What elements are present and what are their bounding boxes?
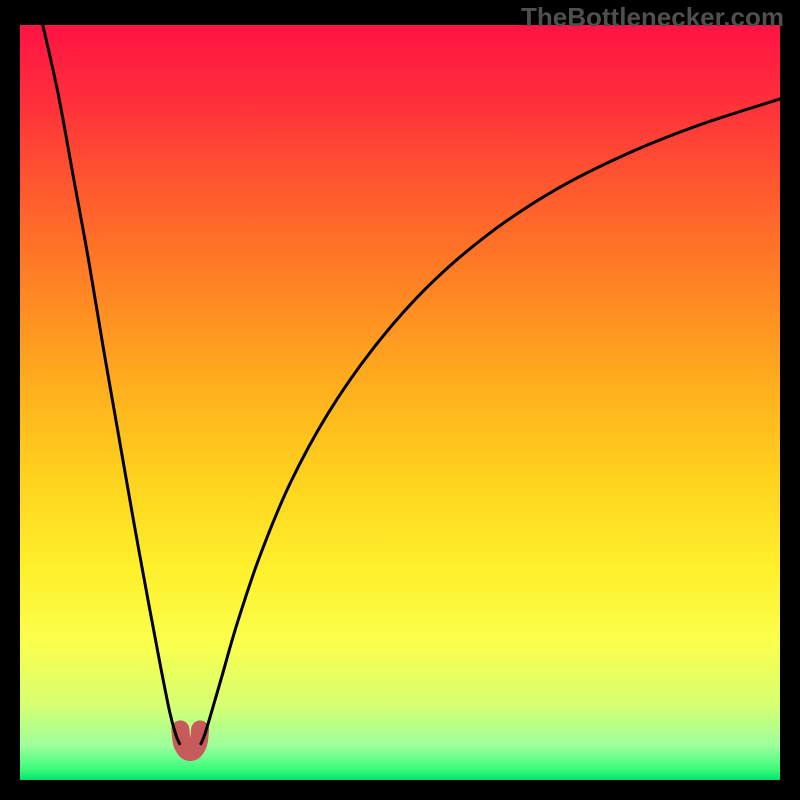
chart-container: TheBottlenecker.com bbox=[0, 0, 800, 800]
bottleneck-chart bbox=[0, 0, 800, 800]
watermark-text: TheBottlenecker.com bbox=[521, 2, 784, 33]
